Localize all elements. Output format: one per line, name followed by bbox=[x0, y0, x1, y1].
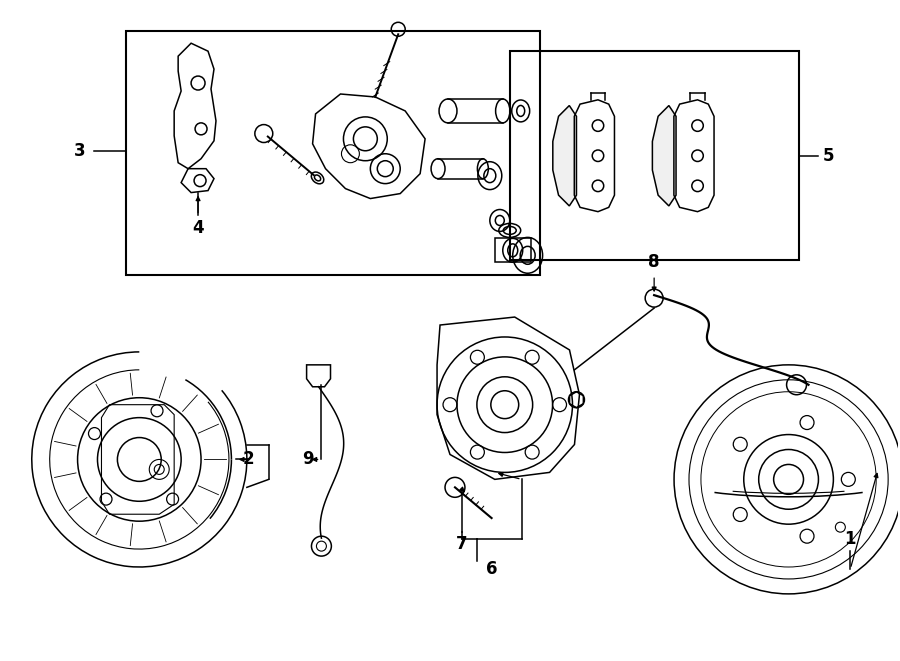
Text: 2: 2 bbox=[243, 450, 255, 469]
Bar bbox=[495, 239, 531, 262]
Text: 3: 3 bbox=[74, 141, 86, 160]
Text: 6: 6 bbox=[486, 560, 498, 578]
Text: 1: 1 bbox=[844, 530, 856, 548]
Text: 8: 8 bbox=[648, 253, 660, 271]
Text: 4: 4 bbox=[193, 219, 204, 237]
Polygon shape bbox=[553, 106, 577, 206]
Text: 5: 5 bbox=[823, 147, 834, 165]
Text: 9: 9 bbox=[302, 450, 313, 469]
Text: 7: 7 bbox=[456, 535, 468, 553]
Bar bbox=[126, 31, 540, 275]
Bar bbox=[509, 51, 798, 260]
Polygon shape bbox=[652, 106, 676, 206]
